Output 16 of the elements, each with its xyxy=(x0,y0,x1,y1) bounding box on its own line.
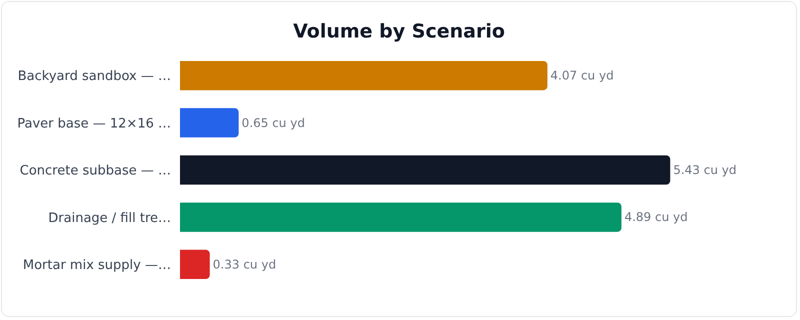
y-tick-label: Paver base — 12×16 … xyxy=(17,116,171,132)
y-tick-label: Concrete subbase — … xyxy=(20,164,171,179)
data-label: 4.89 cu yd xyxy=(624,210,688,224)
y-tick-label: Drainage / fill tre… xyxy=(48,210,171,226)
y-tick-label: Backyard sandbox — … xyxy=(18,69,171,84)
bar xyxy=(180,60,548,90)
data-label: 0.33 cu yd xyxy=(212,257,276,272)
data-label: 4.07 cu yd xyxy=(550,68,614,83)
bar xyxy=(180,155,670,185)
bar xyxy=(180,202,622,232)
bar xyxy=(180,108,239,138)
bar xyxy=(180,250,210,280)
chart-title: Volume by Scenario xyxy=(293,20,505,42)
y-tick-label: Mortar mix supply —… xyxy=(22,258,171,273)
data-label: 0.65 cu yd xyxy=(242,116,305,130)
data-label: 5.43 cu yd xyxy=(673,163,736,177)
